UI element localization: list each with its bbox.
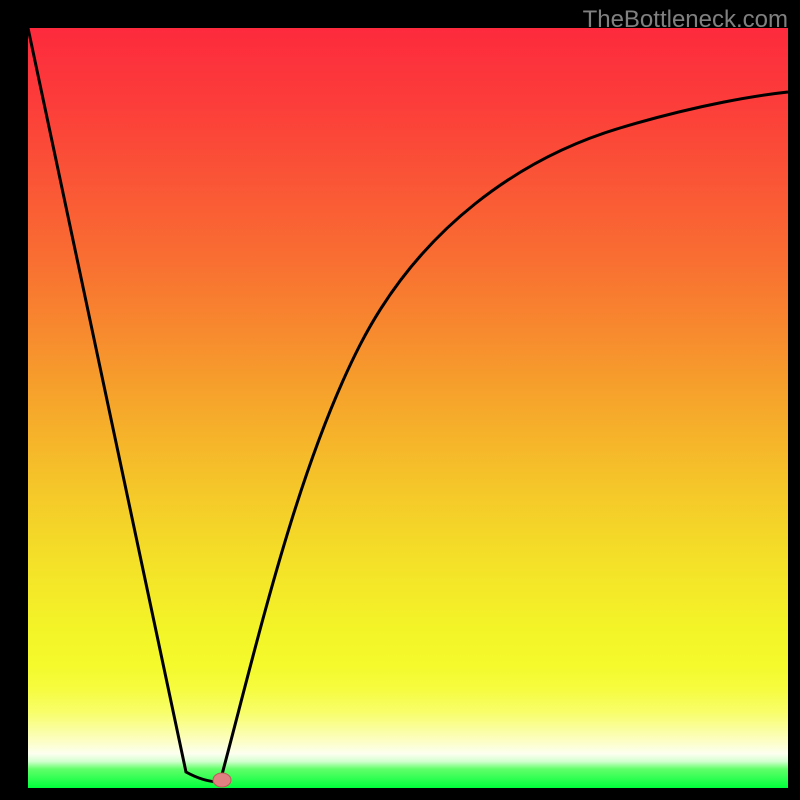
minimum-marker — [213, 773, 231, 787]
plot-background — [28, 28, 788, 788]
chart-container: TheBottleneck.com — [0, 0, 800, 800]
chart-plot — [0, 0, 800, 800]
watermark-text: TheBottleneck.com — [583, 6, 788, 34]
